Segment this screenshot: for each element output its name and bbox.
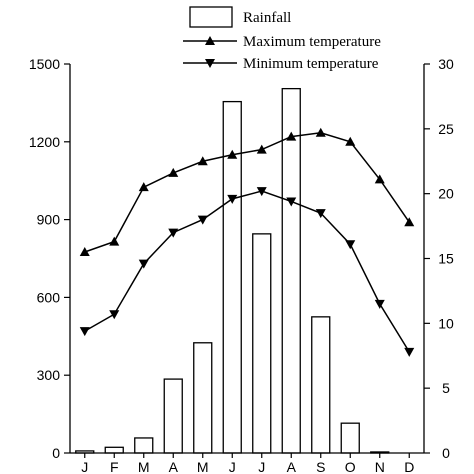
min-temperature-point [286, 197, 297, 207]
min-temperature-point [197, 215, 208, 225]
x-tick-label: J [258, 459, 265, 474]
right-tick-label: 15 [438, 251, 454, 267]
min-temperature-point [79, 327, 90, 337]
right-tick-label: 25 [438, 121, 454, 137]
x-tick-label: A [169, 459, 179, 474]
rainfall-bar [252, 233, 272, 454]
max-temperature-point [138, 182, 149, 192]
legend-min-marker [205, 59, 215, 68]
legend-min-label: Minimum temperature [243, 56, 379, 72]
max-temperature-point [315, 127, 326, 137]
rainfall-bar [163, 378, 183, 454]
max-temperature-point [345, 136, 356, 146]
max-temperature-point [168, 167, 179, 177]
legend-rainfall-swatch [189, 6, 233, 28]
x-tick-label: M [138, 459, 150, 474]
min-temperature-point [227, 194, 238, 204]
min-temperature-line [84, 190, 410, 353]
rainfall-bar [193, 342, 213, 454]
min-temperature-point [138, 259, 149, 269]
max-temperature-point [374, 174, 385, 184]
rainfall-bar [134, 437, 154, 454]
x-tick-label: O [345, 459, 356, 474]
max-temperature-point [79, 247, 90, 257]
right-tick-label: 30 [438, 56, 454, 72]
right-tick-label: 20 [438, 186, 454, 202]
x-tick-label: J [229, 459, 236, 474]
max-temperature-point [227, 149, 238, 159]
min-temperature-point [404, 347, 415, 357]
rainfall-bar [281, 87, 301, 454]
left-tick-label: 1200 [29, 134, 60, 150]
min-temperature-point [315, 209, 326, 219]
right-tick-label: 0 [442, 445, 450, 461]
x-tick-label: F [110, 459, 119, 474]
x-tick-label: S [316, 459, 325, 474]
legend: Rainfall Maximum temperature Minimum tempe… [183, 6, 381, 72]
x-tick-label: M [197, 459, 209, 474]
legend-max-marker [205, 36, 215, 45]
min-temperature-point [345, 240, 356, 250]
max-temperature-point [404, 217, 415, 227]
left-tick-label: 1500 [29, 56, 60, 72]
right-tick-label: 10 [438, 315, 454, 331]
left-tick-label: 300 [37, 367, 61, 383]
x-tick-label: D [404, 459, 414, 474]
rainfall-bar [311, 316, 331, 454]
rainfall-bar [104, 446, 124, 454]
min-temperature-point [256, 187, 267, 197]
right-tick-label: 5 [442, 380, 450, 396]
max-temperature-line [84, 131, 410, 253]
x-tick-label: J [81, 459, 88, 474]
rainfall-bar [340, 422, 360, 454]
left-tick-label: 600 [37, 289, 61, 305]
left-tick-label: 900 [37, 212, 61, 228]
max-temperature-point [286, 131, 297, 141]
min-temperature-point [109, 310, 120, 320]
max-temperature-point [197, 156, 208, 166]
x-tick-label: A [287, 459, 297, 474]
min-temperature-point [168, 228, 179, 238]
plot-area [75, 87, 415, 454]
x-tick-label: N [375, 459, 385, 474]
max-temperature-point [256, 144, 267, 154]
axes: 0 300 600 900 1200 1500 0 5 10 15 20 25 30 J F M A M J J A S O… [29, 56, 454, 474]
legend-max-label: Maximum temperature [243, 34, 381, 50]
min-temperature-point [374, 299, 385, 309]
max-temperature-point [109, 236, 120, 246]
left-tick-label: 0 [52, 445, 60, 461]
legend-rainfall-label: Rainfall [243, 10, 291, 26]
